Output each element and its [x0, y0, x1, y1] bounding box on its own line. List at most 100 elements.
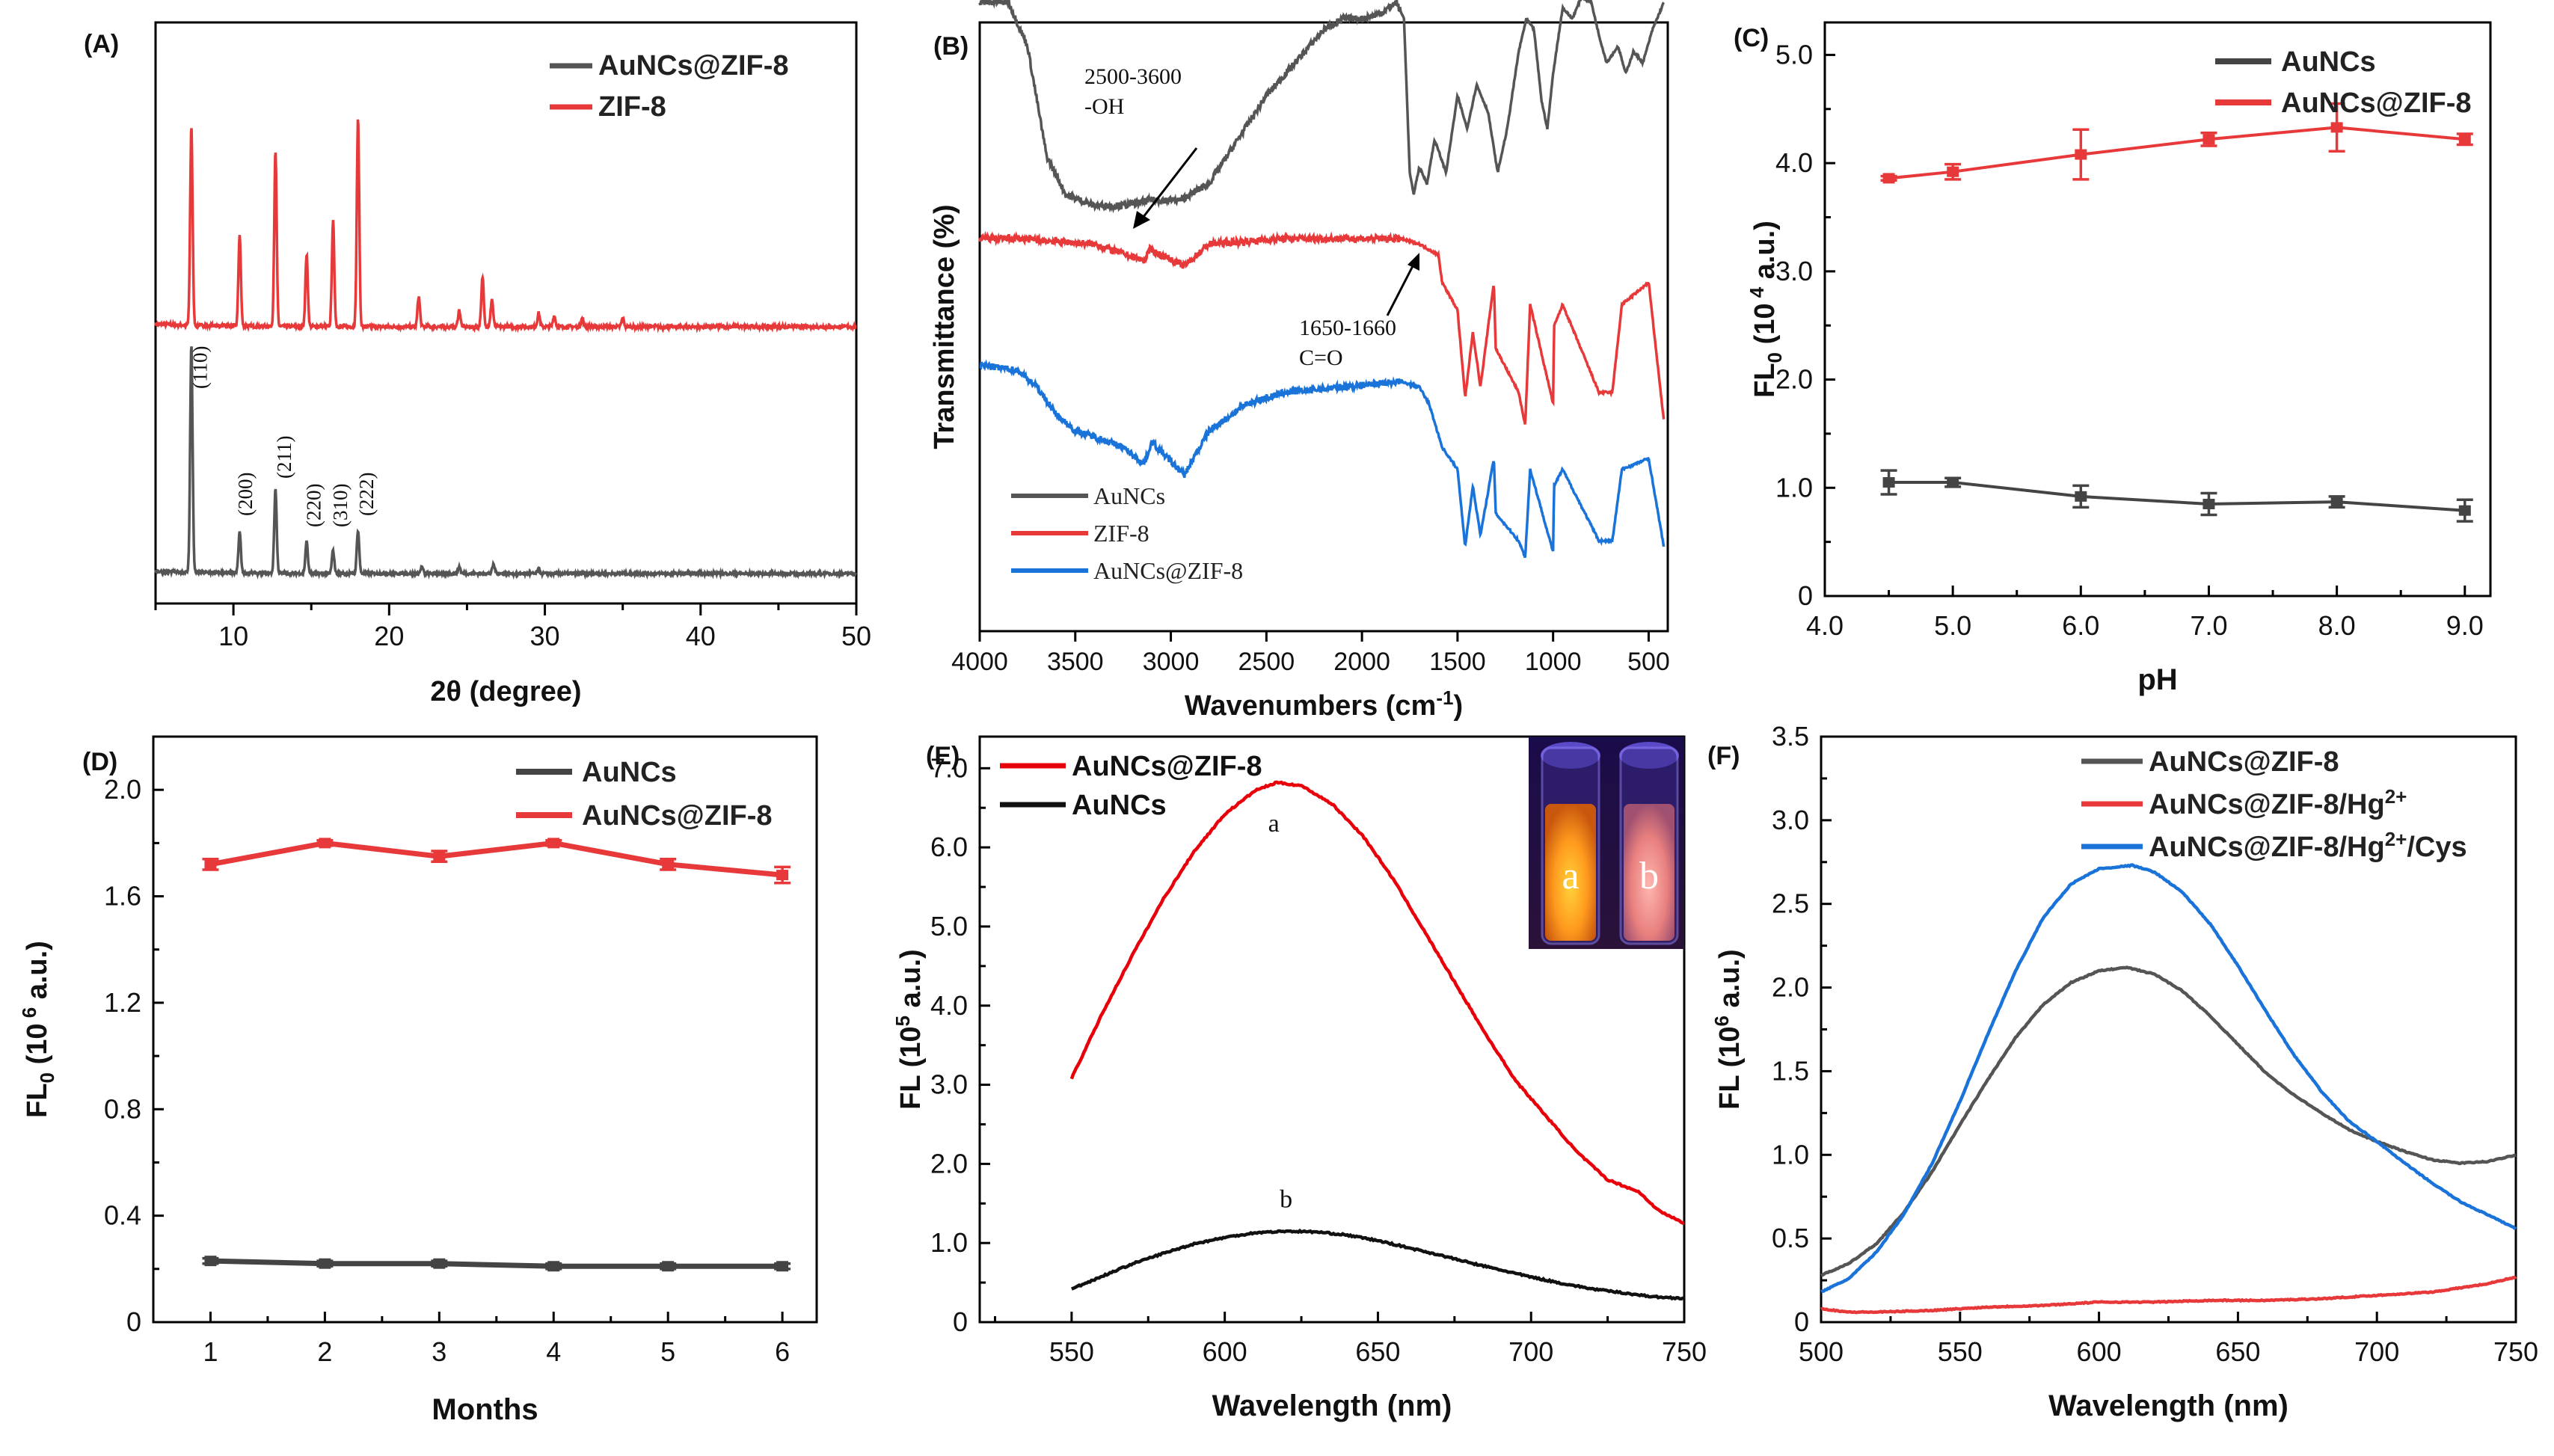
legend-label: AuNCs@ZIF-8 [2149, 746, 2339, 778]
curve-label-b: b [1280, 1186, 1292, 1214]
y-tick-label: 7.0 [930, 752, 968, 783]
x-tick-label: 5 [660, 1336, 675, 1367]
y-tick-label: 6.0 [930, 832, 968, 862]
annotation-co: C=O [1299, 345, 1343, 370]
arrow-oh-head [1133, 211, 1150, 229]
series-aunc-zif8-point [433, 851, 446, 862]
panel-a-label: (A) [84, 30, 119, 58]
hkl-label: (110) [188, 346, 211, 389]
panel-a: (A) 10 20 30 40 50 2θ (degree) (110) (200) (211) (… [84, 21, 871, 707]
annotation-oh: -OH [1084, 94, 1124, 119]
x-tick-label: 6.0 [2062, 610, 2099, 641]
hkl-label: (220) [302, 484, 325, 527]
x-tick-label: 700 [1508, 1336, 1553, 1367]
series-aunc-zif8-point [2202, 134, 2215, 145]
y-axis-label-unit: a.u.) [895, 949, 927, 1016]
y-tick-label: 3.0 [1772, 805, 1809, 835]
ftir-line-auncs [978, 0, 1666, 214]
y-tick-label: 2.0 [930, 1148, 968, 1179]
x-tick-label: 10 [218, 621, 248, 651]
series-aunc-zif8-point [2075, 149, 2087, 160]
panel-a-frame [154, 21, 858, 605]
y-tick-label: 0.8 [104, 1093, 141, 1124]
x-tick-label: 600 [1203, 1336, 1247, 1367]
x-axis-label: pH [2137, 663, 2177, 696]
panel-f: (F) 500 550 600 650 700 750 0 0.5 1.0 1.5 2.0 2.5 3.0… [1707, 721, 2538, 1422]
series-auncs-point [662, 1261, 675, 1272]
y-axis-label-paren: (10 [895, 1026, 927, 1075]
x-axis-label: Wavelength (nm) [2048, 1389, 2289, 1422]
series-auncs-point [319, 1258, 331, 1269]
x-tick-label: 2 [317, 1336, 332, 1367]
series-aunc-zif8-point [547, 838, 560, 849]
y-axis-label: Transmittance (%) [929, 204, 960, 449]
series-aunc-zif8-point [1947, 166, 1959, 177]
panel-e-frame [978, 735, 1686, 1324]
hkl-label: (310) [329, 484, 352, 527]
x-axis-label-end: ) [1453, 690, 1463, 722]
series-auncs-line [210, 1258, 783, 1269]
x-tick-label: 700 [2354, 1336, 2399, 1367]
y-axis-label-paren: (10 [1749, 303, 1781, 351]
arrow-oh [1139, 147, 1198, 221]
x-tick-label: 3000 [1143, 648, 1200, 676]
panel-c-frame [1823, 21, 2492, 598]
series-aunc-zif8-point [204, 858, 217, 870]
y-tick-label: 0.4 [104, 1200, 141, 1231]
panel-d-frame [152, 735, 818, 1324]
x-axis-label: Wavenumbers (cm-1) [1185, 686, 1463, 722]
ftir-line-zif8 [978, 230, 1666, 425]
x-tick-label: 1000 [1525, 648, 1582, 676]
panel-e-label: (E) [926, 742, 960, 770]
x-tick-label: 600 [2077, 1336, 2122, 1367]
panel-b: (B) 4000 3500 3000 2500 2000 1500 1000 500 Wavenu… [929, 0, 1670, 722]
x-axis-label-sup: -1 [1436, 686, 1453, 709]
vial-label-b: b [1639, 855, 1659, 897]
y-axis-label-unit: a.u.) [1749, 221, 1781, 287]
x-tick-label: 750 [2493, 1336, 2538, 1367]
y-tick-label: 5.0 [930, 911, 968, 942]
panel-f-series-2 [1820, 863, 2517, 1294]
xrd-line-aunc-zif8 [154, 346, 857, 580]
series-auncs-point [2075, 491, 2087, 502]
x-tick-label: 3 [432, 1336, 446, 1367]
curve-label-a: a [1268, 810, 1280, 838]
panel-f-series-1 [1820, 1275, 2517, 1315]
legend-label: AuNCs@ZIF-8 [1072, 751, 1262, 782]
y-tick-label: 2.0 [1772, 972, 1809, 1003]
panel-b-frame [978, 21, 1669, 633]
x-tick-label: 5.0 [1934, 610, 1971, 641]
y-tick-label: 1.0 [1775, 472, 1813, 503]
x-tick-label: 9.0 [2446, 610, 2484, 641]
series-auncs-point [204, 1256, 217, 1267]
y-axis-label-sub: 0 [1763, 352, 1786, 363]
x-tick-label: 20 [374, 621, 404, 651]
y-tick-label: 4.0 [930, 990, 968, 1021]
y-tick-label: 3.0 [1775, 256, 1813, 286]
x-tick-label: 550 [1938, 1336, 1983, 1367]
y-axis-label-paren: (10 [22, 1023, 53, 1072]
series-auncs-point [433, 1258, 446, 1269]
series-aunc-zif8-point [2330, 122, 2343, 133]
panel-d-label: (D) [82, 748, 117, 776]
x-tick-label: 2000 [1333, 648, 1390, 676]
hkl-label: (200) [234, 473, 257, 516]
legend-label-suffix: /Cys [2407, 832, 2466, 863]
y-axis-label: FL (105 a.u.) [891, 949, 927, 1109]
x-axis-label: Wavelength (nm) [1212, 1389, 1452, 1422]
legend-label: AuNCs@ZIF-8 [1093, 557, 1243, 584]
series-aunc-zif8-point [776, 870, 789, 881]
series-aunc-zif8-point [1882, 173, 1895, 184]
y-tick-label: 0.5 [1772, 1223, 1809, 1253]
x-tick-label: 30 [530, 621, 560, 651]
series-auncs-point [2330, 497, 2343, 508]
panel-c: (C) 4.0 5.0 6.0 7.0 8.0 9.0 0 1.0 2.0 3.0 4.0 5.0 pH F… [1734, 21, 2492, 696]
legend-label: ZIF-8 [598, 91, 666, 123]
series-auncs-point [2202, 498, 2215, 509]
x-tick-label: 4.0 [1806, 610, 1844, 641]
series-aunc-zif8-line [209, 840, 783, 878]
y-axis-label-paren: (10 [1714, 1026, 1746, 1075]
legend-b: AuNCs ZIF-8 AuNCs@ZIF-8 [1011, 482, 1243, 584]
